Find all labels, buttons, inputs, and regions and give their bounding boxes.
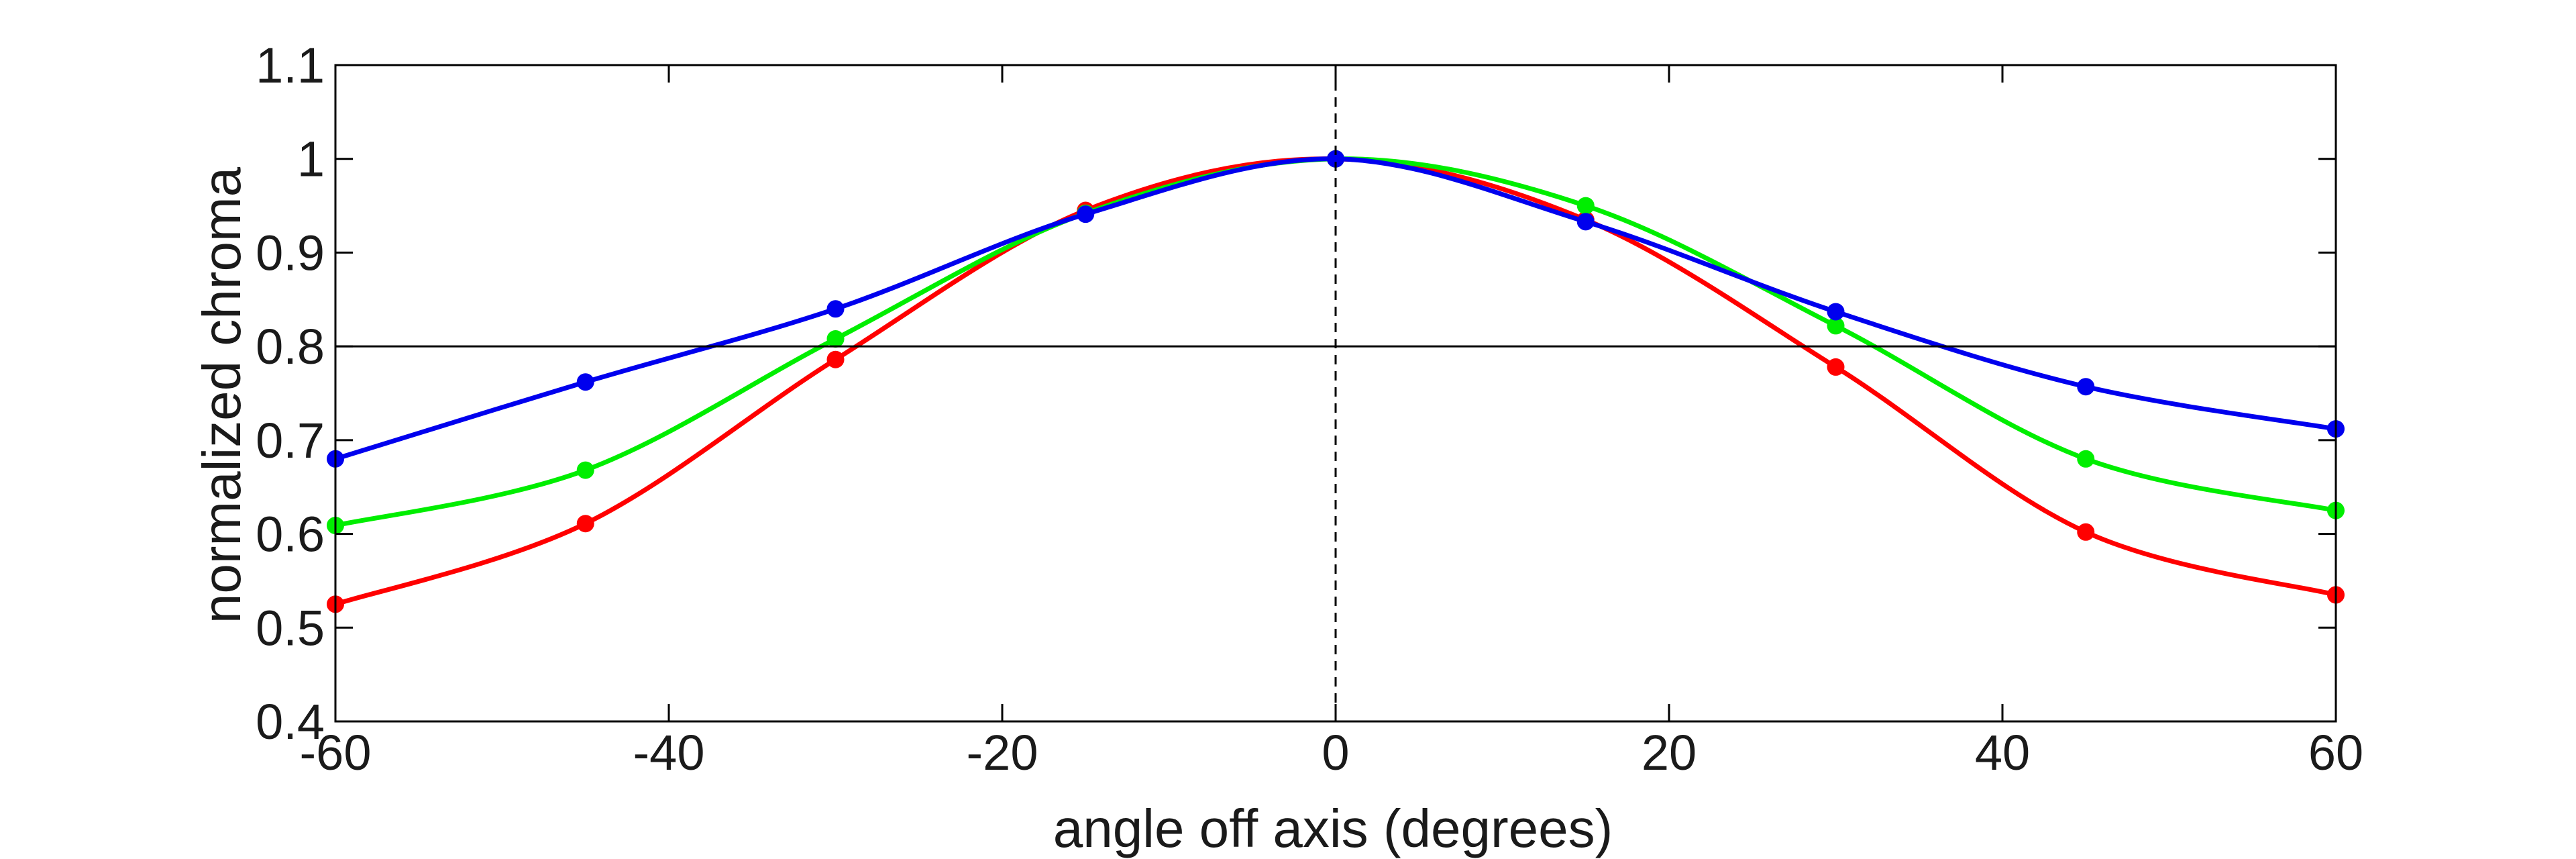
x-tick-label: 20 — [1642, 725, 1697, 780]
data-point — [1077, 205, 1095, 223]
y-tick-label: 1 — [297, 132, 325, 187]
series-2 — [327, 150, 2345, 468]
data-point — [2077, 523, 2095, 541]
x-tick-label: 60 — [2308, 725, 2363, 780]
x-axis-title: angle off axis (degrees) — [1053, 799, 1613, 858]
data-point — [826, 350, 845, 368]
x-tick-label: -60 — [300, 725, 372, 780]
y-tick-label: 0.9 — [256, 225, 325, 281]
x-tick-label: -40 — [633, 725, 705, 780]
data-point — [2077, 450, 2095, 468]
y-tick-label: 0.8 — [256, 319, 325, 374]
axes-frame — [334, 64, 2337, 723]
x-tick-label: -20 — [967, 725, 1038, 780]
data-point — [576, 515, 594, 533]
y-tick-label: 0.7 — [256, 413, 325, 468]
data-point — [576, 373, 594, 391]
y-tick-label: 0.4 — [256, 694, 325, 750]
y-tick-label: 1.1 — [256, 38, 325, 93]
data-point — [1576, 213, 1595, 231]
ticks: -60 -40 -20 0 20 40 60 0.4 0.5 0.6 0.7 0.8 0.9 1 1.1 — [256, 38, 2363, 780]
x-tick-label: 0 — [1322, 725, 1349, 780]
data-point — [1576, 197, 1595, 215]
x-tick-label: 40 — [1975, 725, 2030, 780]
data-point — [2077, 378, 2095, 396]
data-point — [576, 461, 594, 479]
data-point — [826, 330, 845, 348]
y-tick-label: 0.5 — [256, 600, 325, 656]
series-layer — [327, 150, 2345, 613]
data-point — [1827, 303, 1845, 321]
data-point — [826, 300, 845, 318]
y-axis-title: normalized chroma — [192, 166, 252, 623]
data-point — [1827, 358, 1845, 376]
y-tick-label: 0.6 — [256, 507, 325, 562]
series-0 — [327, 150, 2345, 613]
